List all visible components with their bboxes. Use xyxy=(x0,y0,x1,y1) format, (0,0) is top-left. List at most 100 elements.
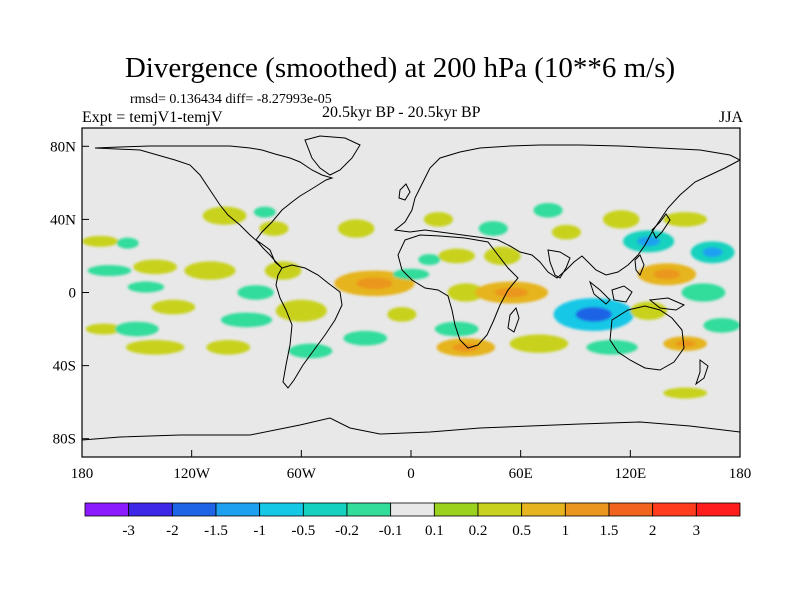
contour-feature-35 xyxy=(509,334,569,353)
contour-fill-layer xyxy=(82,202,740,399)
colorbar-label-3: -1 xyxy=(253,523,266,539)
y-tick-label-0: 80N xyxy=(50,139,76,155)
contour-feature-15 xyxy=(253,206,276,218)
colorbar-label-11: 1.5 xyxy=(600,523,619,539)
contour-feature-19 xyxy=(337,219,375,238)
contour-feature-45 xyxy=(703,318,740,333)
colorbar-label-1: -2 xyxy=(166,523,179,539)
axis-layer: 180 120W 60W 0 60E 120E 180 80N 40N 0 40S 80S xyxy=(50,139,751,482)
contour-feature-33 xyxy=(533,202,563,218)
x-tick-label-3: 0 xyxy=(407,466,415,482)
contour-feature-24 xyxy=(423,212,454,227)
contour-feature-11 xyxy=(237,285,274,300)
coast-philippines xyxy=(634,254,645,276)
stats-label: rmsd= 0.136434 diff= -8.27993e-05 xyxy=(130,92,332,107)
colorbar-label-5: -0.2 xyxy=(335,523,359,539)
contour-feature-8 xyxy=(151,299,196,315)
colorbar-box-1 xyxy=(128,502,173,517)
colorbar-box-6 xyxy=(346,502,392,517)
contour-feature-core-30 xyxy=(495,287,528,298)
season-label: JJA xyxy=(718,109,743,126)
contour-feature-26 xyxy=(418,254,441,266)
contour-feature-25 xyxy=(438,248,475,264)
map-background xyxy=(82,128,740,457)
contour-feature-34 xyxy=(551,224,581,240)
colorbar-label-4: -0.5 xyxy=(291,523,315,539)
colorbar-box-0 xyxy=(84,502,130,517)
colorbar-box-5 xyxy=(302,502,348,517)
x-tick-label-1: 120W xyxy=(173,466,211,482)
contour-feature-core-36 xyxy=(575,307,612,322)
coast-british-isles xyxy=(398,183,411,201)
contour-feature-32 xyxy=(478,221,508,236)
coast-eurasia xyxy=(393,144,740,279)
coast-australia xyxy=(609,305,685,371)
coast-sumatra xyxy=(588,280,611,305)
contour-feature-42 xyxy=(663,212,708,227)
colorbar-box-13 xyxy=(652,502,697,517)
contour-feature-12 xyxy=(220,312,273,328)
contour-feature-2 xyxy=(85,323,123,335)
page-title: Divergence (smoothed) at 200 hPa (10**6 … xyxy=(124,52,676,84)
contour-feature-23 xyxy=(392,268,430,280)
colorbar-box-7 xyxy=(390,502,435,517)
contour-feature-17 xyxy=(275,299,327,322)
contour-feature-27 xyxy=(447,283,485,302)
coastline-layer xyxy=(82,135,740,441)
contour-feature-core-38 xyxy=(637,236,661,247)
coast-madagascar xyxy=(507,306,520,333)
contour-feature-6 xyxy=(114,321,159,337)
coast-north-america xyxy=(94,145,334,269)
x-tick-label-2: 60W xyxy=(287,466,317,482)
colorbar-box-4 xyxy=(259,502,304,517)
contour-feature-37 xyxy=(602,210,640,229)
x-tick-label-4: 60E xyxy=(509,466,533,482)
colorbar-label-13: 3 xyxy=(693,523,701,539)
x-tick-label-6: 180 xyxy=(729,466,752,482)
coast-new-zealand xyxy=(695,359,709,386)
coast-borneo xyxy=(611,285,633,303)
colorbar-label-2: -1.5 xyxy=(204,523,228,539)
contour-feature-41 xyxy=(586,340,638,355)
colorbar-box-12 xyxy=(608,502,654,517)
coast-antarctica xyxy=(82,417,740,441)
coast-japan xyxy=(651,213,671,239)
contour-feature-core-39 xyxy=(653,269,681,280)
y-tick-label-1: 40N xyxy=(50,212,76,228)
colorbar-label-9: 0.5 xyxy=(512,523,531,539)
period-label: 20.5kyr BP - 20.5kyr BP xyxy=(322,104,481,121)
colorbar-box-10 xyxy=(521,502,566,517)
contour-feature-core-20 xyxy=(356,277,393,290)
colorbar-box-3 xyxy=(215,502,261,517)
colorbar-box-2 xyxy=(171,502,217,517)
contour-feature-16 xyxy=(264,261,302,280)
experiment-label: Expt = temjV1-temjV xyxy=(82,109,223,126)
colorbar-label-12: 2 xyxy=(649,523,657,539)
colorbar-label-7: 0.1 xyxy=(425,523,444,539)
contour-feature-44 xyxy=(681,283,726,302)
contour-feature-9 xyxy=(184,261,236,280)
contour-feature-4 xyxy=(133,259,178,275)
contour-feature-3 xyxy=(116,237,139,249)
colorbar-box-14 xyxy=(695,502,741,517)
colorbar-label-0: -3 xyxy=(122,523,135,539)
coast-greenland xyxy=(304,135,361,176)
contour-feature-5 xyxy=(127,281,165,293)
colorbar-box-8 xyxy=(433,502,479,517)
contour-feature-7 xyxy=(125,340,185,355)
y-tick-label-3: 40S xyxy=(53,359,76,375)
colorbar-label-10: 1 xyxy=(562,523,570,539)
contour-feature-13 xyxy=(202,206,247,225)
contour-feature-22 xyxy=(387,307,417,322)
x-tick-label-5: 120E xyxy=(614,466,646,482)
colorbar: -3 -2 -1.5 -1 -0.5 -0.2 -0.1 0.1 0.2 0.5 1 1.5 2 3 xyxy=(84,502,741,539)
contour-feature-core-46 xyxy=(675,340,696,347)
contour-feature-10 xyxy=(206,340,251,355)
contour-feature-31 xyxy=(484,246,521,266)
coast-south-america xyxy=(275,264,343,389)
coast-africa xyxy=(397,234,519,349)
contour-feature-0 xyxy=(82,235,119,247)
coast-new-guinea xyxy=(648,297,686,311)
contour-feature-18 xyxy=(288,343,333,359)
y-tick-label-4: 80S xyxy=(53,432,76,448)
